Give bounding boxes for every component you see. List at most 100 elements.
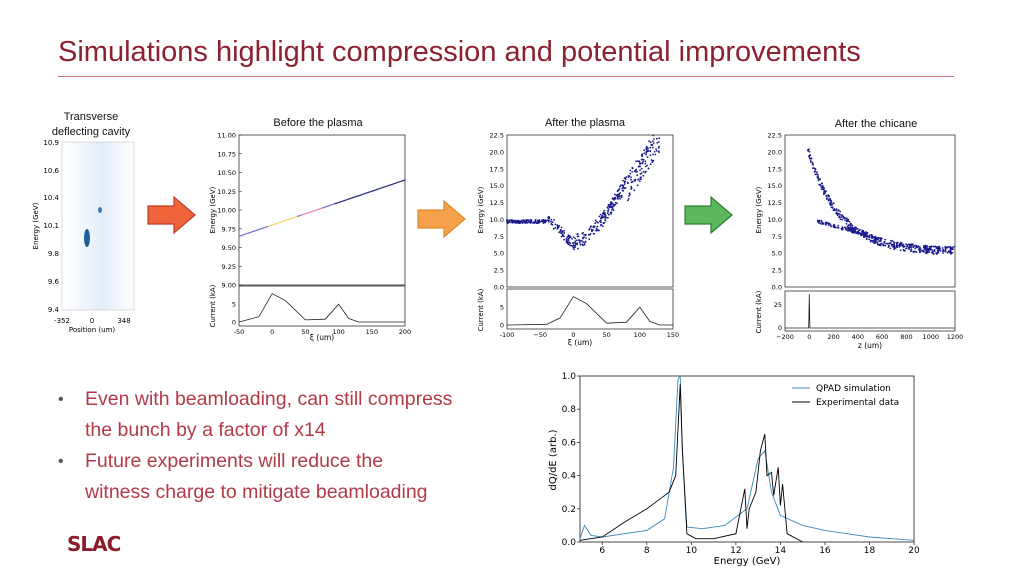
after-scatter-point xyxy=(521,221,523,224)
chicane-scatter-point xyxy=(839,210,842,213)
chicane-scatter-point xyxy=(912,250,915,253)
after-scatter-point xyxy=(617,189,619,192)
after-scatter-point xyxy=(655,148,657,150)
tdc-witness-spot xyxy=(84,229,90,247)
chicane-scatter-point xyxy=(865,238,868,240)
chicane-scatter-point xyxy=(942,252,944,254)
after-scatter-point xyxy=(653,138,655,140)
spectrum-xtick: 16 xyxy=(819,546,831,556)
chicane-scatter-point xyxy=(843,217,846,220)
chicane-scatter-point xyxy=(847,225,849,228)
chicane-scatter-point xyxy=(818,219,821,222)
after-xlabel: ξ (um) xyxy=(568,338,593,347)
chicane-scatter-point xyxy=(895,245,898,248)
chicane-scatter-point xyxy=(924,247,927,250)
after-scatter-point xyxy=(534,220,537,223)
after-scatter-point xyxy=(644,171,647,174)
arrow-red-icon xyxy=(147,195,196,235)
after-chicane-figure: 22.520.017.515.012.510.07.55.02.50.0250−… xyxy=(755,132,963,351)
before-beam-line xyxy=(375,187,381,191)
after-scatter-point xyxy=(647,167,650,170)
chicane-scatter-point xyxy=(889,247,892,250)
after-scatter-point xyxy=(649,150,652,152)
chicane-scatter-point xyxy=(932,245,935,248)
caption-tdc: Transverse deflecting cavity xyxy=(44,110,138,140)
after-scatter-point xyxy=(652,142,655,145)
spectrum-xtick: 6 xyxy=(599,546,605,556)
chicane-current-line xyxy=(785,293,955,329)
after-scatter-point xyxy=(562,234,564,237)
before-beam-line xyxy=(255,228,260,232)
after-scatter-point xyxy=(652,140,654,142)
spectrum-ytick: 0.0 xyxy=(562,538,577,548)
after-scatter-point xyxy=(542,222,545,224)
chicane-scatter-point xyxy=(942,250,945,252)
spectrum-xtick: 8 xyxy=(644,546,650,556)
chicane-scatter-point xyxy=(950,248,953,251)
chicane-scatter-point xyxy=(875,241,878,244)
tdc-ytick: 9.8 xyxy=(48,250,59,258)
chicane-scatter-point xyxy=(873,242,876,244)
after-scatter-point xyxy=(569,244,571,247)
chicane-scatter-point xyxy=(856,227,859,230)
tdc-xtick: -352 xyxy=(54,317,70,325)
before-beam-line xyxy=(392,182,397,185)
after-scatter-point xyxy=(628,192,631,195)
after-scatter-point xyxy=(526,221,529,224)
after-ylabel: Energy (GeV) xyxy=(477,186,485,233)
after-ytick: 20.0 xyxy=(490,148,504,156)
after-xtick: -100 xyxy=(500,331,515,339)
after-scatter-point xyxy=(601,212,604,215)
after-scatter-point xyxy=(584,240,587,243)
chicane-ytick: 10.0 xyxy=(768,216,782,224)
after-scatter-point xyxy=(622,189,624,192)
tdc-ytick: 9.4 xyxy=(48,306,60,314)
spectrum-axes xyxy=(579,375,915,543)
before-beam-line xyxy=(284,218,290,222)
tdc-figure: 10.9 10.6 10.4 10.1 9.8 9.6 9.4 -352 0 3… xyxy=(32,139,135,334)
chicane-scatter-point xyxy=(829,223,832,226)
before-beam-line xyxy=(350,196,356,199)
after-scatter-point xyxy=(641,153,644,155)
chicane-current-ytick: 25 xyxy=(774,301,782,309)
after-scatter-point xyxy=(609,212,612,214)
after-scatter-point xyxy=(609,206,611,209)
before-current-axes xyxy=(238,285,406,327)
after-scatter-point xyxy=(583,243,586,246)
after-scatter-point xyxy=(593,225,596,228)
chicane-scatter-point xyxy=(844,219,846,221)
chicane-scatter-point xyxy=(857,232,860,234)
after-scatter-point xyxy=(652,146,654,149)
chicane-scatter-point xyxy=(845,222,848,225)
after-scatter-point xyxy=(583,242,586,244)
chicane-scatter-point xyxy=(935,247,938,250)
spectrum-xtick: 12 xyxy=(730,546,741,556)
after-scatter-point xyxy=(518,220,521,223)
after-current-axes xyxy=(506,288,674,330)
chicane-scatter-point xyxy=(946,251,949,254)
chicane-scatter-point xyxy=(825,221,828,224)
chicane-scatter-point xyxy=(914,247,916,250)
after-scatter-point xyxy=(655,150,658,152)
before-xlabel: ξ (um) xyxy=(310,333,335,342)
chicane-scatter-point xyxy=(829,204,832,207)
after-scatter-point xyxy=(551,223,554,226)
before-beam-line xyxy=(321,206,327,209)
after-scatter-point xyxy=(639,173,642,175)
after-scatter-point xyxy=(581,240,583,242)
spectrum-xlabel: Energy (GeV) xyxy=(714,556,781,567)
after-scatter-point xyxy=(582,241,585,243)
before-beam-line xyxy=(338,200,343,204)
after-scatter-point xyxy=(611,202,614,205)
before-xtick: 100 xyxy=(332,328,344,336)
chicane-scatter-point xyxy=(908,245,911,248)
after-scatter-point xyxy=(569,242,571,245)
chicane-scatter-point xyxy=(828,224,830,227)
after-current-line xyxy=(506,296,673,326)
chicane-scatter-point xyxy=(897,244,899,247)
chicane-scatter-point xyxy=(825,190,827,193)
chicane-scatter-point xyxy=(809,154,811,157)
chicane-scatter-point xyxy=(887,246,890,248)
chicane-ytick: 17.5 xyxy=(768,165,782,173)
after-scatter-point xyxy=(635,168,637,171)
